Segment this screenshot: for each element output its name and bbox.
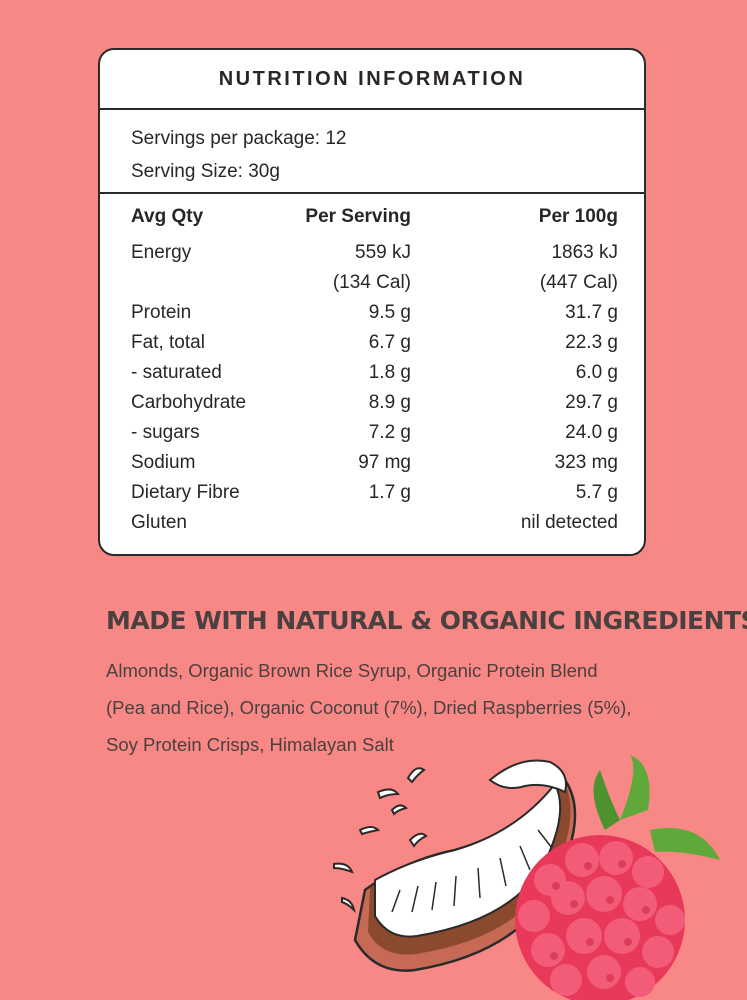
per-serving-value: 9.5 g — [368, 302, 411, 323]
nutrition-panel: NUTRITION INFORMATION Servings per packa… — [98, 48, 646, 556]
per-100g-value: 1863 kJ — [551, 242, 618, 263]
nutrient-name: Carbohydrate — [131, 392, 247, 413]
nutrient-name: Sodium — [131, 452, 196, 473]
per-serving-value: 97 mg — [358, 452, 411, 473]
table-row: Protein 9.5 g 31.7 g — [100, 298, 644, 328]
table-row: Carbohydrate 8.9 g 29.7 g — [100, 388, 644, 418]
panel-title: NUTRITION INFORMATION — [100, 50, 644, 110]
servings-section: Servings per package: 12 Serving Size: 3… — [100, 110, 644, 194]
per-100g-value: 24.0 g — [565, 422, 618, 443]
per-100g-value: 6.0 g — [575, 362, 618, 383]
nutrient-name: Protein — [131, 302, 192, 323]
per-serving-value: 559 kJ — [355, 242, 411, 263]
ingredients-list: Almonds, Organic Brown Rice Syrup, Organ… — [106, 652, 646, 763]
per-100g-value: 31.7 g — [565, 302, 618, 323]
nutrient-name: Fat, total — [131, 332, 205, 353]
per-serving-value: 7.2 g — [368, 422, 411, 443]
per-serving-value: 1.7 g — [368, 482, 411, 503]
table-header: Avg Qty Per Serving Per 100g — [100, 202, 644, 232]
serving-size: Serving Size: 30g — [131, 161, 280, 182]
table-row: - saturated 1.8 g 6.0 g — [100, 358, 644, 388]
per-100g-value: (447 Cal) — [539, 272, 618, 293]
nutrient-name: Energy — [131, 242, 192, 263]
table-row: Energy 559 kJ 1863 kJ — [100, 238, 644, 268]
nutrient-name: - saturated — [131, 362, 222, 383]
per-100g-value: 5.7 g — [575, 482, 618, 503]
ingredients-line: Almonds, Organic Brown Rice Syrup, Organ… — [106, 660, 598, 681]
per-100g-value: nil detected — [520, 512, 618, 533]
table-row: Sodium 97 mg 323 mg — [100, 448, 644, 478]
per-serving-value: 1.8 g — [368, 362, 411, 383]
table-row: Gluten nil detected — [100, 508, 644, 538]
per-100g-value: 22.3 g — [565, 332, 618, 353]
ingredients-line: Soy Protein Crisps, Himalayan Salt — [106, 734, 394, 755]
per-100g-value: 29.7 g — [565, 392, 618, 413]
fruit-illustration — [333, 755, 720, 1000]
table-row: - sugars 7.2 g 24.0 g — [100, 418, 644, 448]
raspberry-icon — [515, 755, 720, 1000]
servings-per-package: Servings per package: 12 — [131, 128, 347, 149]
nutrient-name: - sugars — [131, 422, 200, 443]
header-per-100g: Per 100g — [538, 206, 618, 227]
nutrient-name: Gluten — [131, 512, 187, 533]
per-serving-value: 6.7 g — [368, 332, 411, 353]
per-serving-value: (134 Cal) — [332, 272, 411, 293]
header-per-serving: Per Serving — [305, 206, 411, 227]
table-row: Dietary Fibre 1.7 g 5.7 g — [100, 478, 644, 508]
per-100g-value: 323 mg — [554, 452, 618, 473]
per-serving-value: 8.9 g — [368, 392, 411, 413]
header-avg-qty: Avg Qty — [131, 206, 204, 227]
nutrient-name: Dietary Fibre — [131, 482, 240, 503]
ingredients-line: (Pea and Rice), Organic Coconut (7%), Dr… — [106, 697, 632, 718]
nutrition-table: Avg Qty Per Serving Per 100g Energy 559 … — [100, 194, 644, 538]
ingredients-title: MADE WITH NATURAL & ORGANIC INGREDIENTS — [106, 606, 747, 635]
table-row: Fat, total 6.7 g 22.3 g — [100, 328, 644, 358]
table-row: (134 Cal) (447 Cal) — [100, 268, 644, 298]
